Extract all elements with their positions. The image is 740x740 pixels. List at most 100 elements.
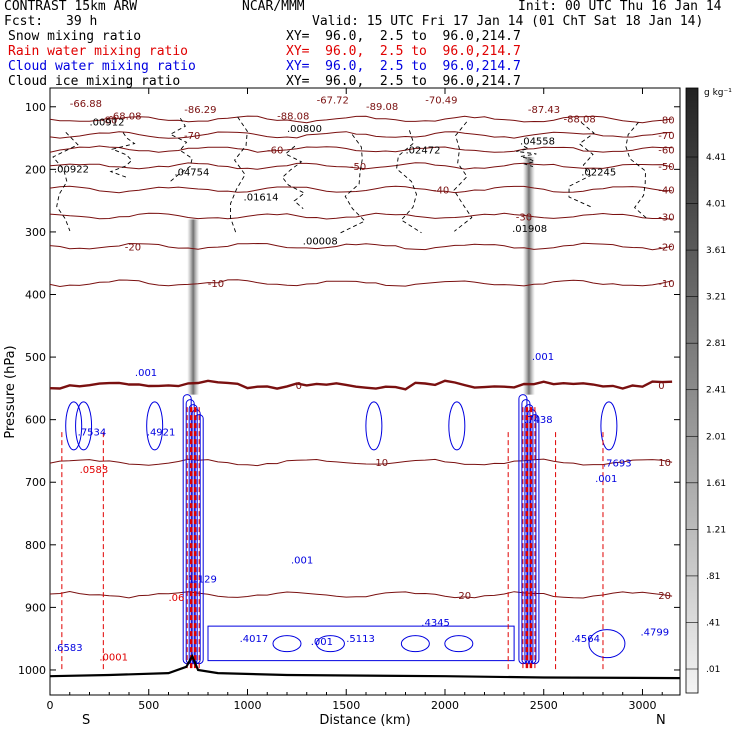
temperature-extremum: -88.08 <box>277 111 309 122</box>
rain-maximum: .0583 <box>80 465 109 476</box>
colorbar-label: 2.81 <box>706 339 726 349</box>
cloud-water-maximum: 1.129 <box>188 574 217 585</box>
snow-maximum: .00912 <box>89 118 124 129</box>
isotherm--30 <box>49 212 673 220</box>
temperature-extremum: -66.88 <box>70 99 102 110</box>
y-tick-label: 800 <box>25 539 46 552</box>
snow-maximum: .02472 <box>405 146 440 157</box>
field-xy-snow: XY= 96.0, 2.5 to 96.0,214.7 <box>286 29 521 44</box>
cloud-water-contour <box>75 401 93 451</box>
colorbar-label: 1.61 <box>706 479 726 489</box>
cloud-water-contour <box>146 401 164 451</box>
colorbar-unit: g kg⁻¹ <box>704 88 732 98</box>
snow-contour <box>568 122 595 209</box>
isotherm-label: -80 <box>658 115 674 126</box>
contour-label: .001 <box>595 474 617 485</box>
isotherm--40 <box>49 185 673 194</box>
cloud-water-maximum: .7534 <box>78 427 107 438</box>
colorbar-label: .41 <box>706 618 720 628</box>
init-time: Init: 00 UTC Thu 16 Jan 14 <box>518 0 722 14</box>
contour-label: .001 <box>311 637 333 648</box>
contour-label: .001 <box>291 556 313 567</box>
contour-label: .001 <box>532 352 554 363</box>
y-tick-label: 400 <box>25 289 46 302</box>
temperature-extremum: -67.72 <box>317 96 349 107</box>
cloud-water-maximum: .4017 <box>240 634 269 645</box>
temperature-extremum: -70.49 <box>425 96 457 107</box>
cloud-water-contour <box>400 635 430 653</box>
x-axis-label: Distance (km) <box>319 713 410 728</box>
cloud-water-contour <box>188 404 198 665</box>
model-title: CONTRAST 15km ARW <box>4 0 138 14</box>
isotherm-0 <box>49 379 673 391</box>
isotherm-label: -80 <box>101 115 117 126</box>
rain-maximum: .0001 <box>99 653 128 664</box>
field-label-cloud-ice: Cloud ice mixing ratio <box>8 74 181 89</box>
cloud-water-contour <box>600 401 618 451</box>
field-xy-cloud-ice: XY= 96.0, 2.5 to 96.0,214.7 <box>286 74 521 89</box>
colorbar-label: 1.21 <box>706 525 726 535</box>
y-tick-label: 900 <box>25 601 46 614</box>
snow-maximum: .04754 <box>174 168 209 179</box>
cloud-water-contour <box>588 629 626 659</box>
colorbar <box>685 87 699 694</box>
x-tick-label: 0 <box>47 699 54 712</box>
rain-maximum: .06 <box>168 593 184 604</box>
field-labels: -66.88 -86.29 -67.72 -89.08 -70.49 -87.43 -68.… <box>54 96 669 664</box>
colorbar-label: .81 <box>706 572 720 582</box>
isotherm--80 <box>49 115 673 124</box>
cloud-water-contour <box>315 635 345 653</box>
temperature-extremum: -68.08 <box>109 111 141 122</box>
forecast-hours: 39 h <box>66 14 98 29</box>
snow-contour <box>230 116 248 233</box>
isotherm-label: -70 <box>184 131 200 142</box>
isotherm-label: -20 <box>125 242 141 253</box>
snow-maximum: .02245 <box>581 168 616 179</box>
cloud-water-contour <box>524 404 534 665</box>
isotherm-label: -40 <box>658 185 674 196</box>
isotherm-label: -30 <box>658 212 674 223</box>
colorbar-label: 2.41 <box>706 386 726 396</box>
snow-contour <box>281 145 306 210</box>
snow-contour <box>109 132 136 178</box>
isotherm-label: -30 <box>516 212 532 223</box>
isotherm-label: -10 <box>658 279 674 290</box>
terrain-line-path <box>49 653 681 680</box>
cloud-water-maximum: .4799 <box>641 628 670 639</box>
isotherm-label: -60 <box>658 145 674 156</box>
cloud-water-contour <box>365 401 383 451</box>
cloud-water-maximum: .7438 <box>524 415 553 426</box>
x-tick-label: 1000 <box>233 699 261 712</box>
valid-time: Valid: 15 UTC Fri 17 Jan 14 (01 ChT Sat … <box>312 14 704 29</box>
isotherm-label: 20 <box>658 591 671 602</box>
colorbar-label: 4.41 <box>706 153 726 163</box>
isotherm--10 <box>49 279 673 288</box>
field-xy-cloud-water: XY= 96.0, 2.5 to 96.0,214.7 <box>286 59 521 74</box>
isotherm-label: -40 <box>433 185 449 196</box>
x-tick-label: 2500 <box>530 699 558 712</box>
field-xy-rain: XY= 96.0, 2.5 to 96.0,214.7 <box>286 44 521 59</box>
snow-plume <box>187 219 200 395</box>
isotherm-label: 10 <box>658 458 671 469</box>
x-tick-label: 1500 <box>332 699 360 712</box>
y-tick-label: 300 <box>25 226 46 239</box>
isotherm-20 <box>49 590 673 599</box>
temperature-extremum: -89.08 <box>366 102 398 113</box>
forecast-label: Fcst: <box>4 14 44 29</box>
snow-contour <box>396 130 422 234</box>
plot-frame <box>49 87 681 696</box>
cloud-water-contour <box>207 625 515 662</box>
isotherm--60 <box>49 145 673 153</box>
y-tick-label: 100 <box>25 101 46 114</box>
y-tick-label: 1000 <box>18 664 46 677</box>
isotherm-label: -50 <box>658 162 674 173</box>
rain-contours <box>61 407 604 670</box>
y-axis-label: Pressure (hPa) <box>3 345 18 438</box>
y-tick-label: 700 <box>25 476 46 489</box>
cloud-water-contour <box>65 401 83 451</box>
cloud-water-maximum: .7693 <box>603 459 632 470</box>
isotherm-10 <box>49 458 673 467</box>
cloud-water-maximum: .4345 <box>421 618 450 629</box>
temperature-extremum: -88.08 <box>563 114 595 125</box>
